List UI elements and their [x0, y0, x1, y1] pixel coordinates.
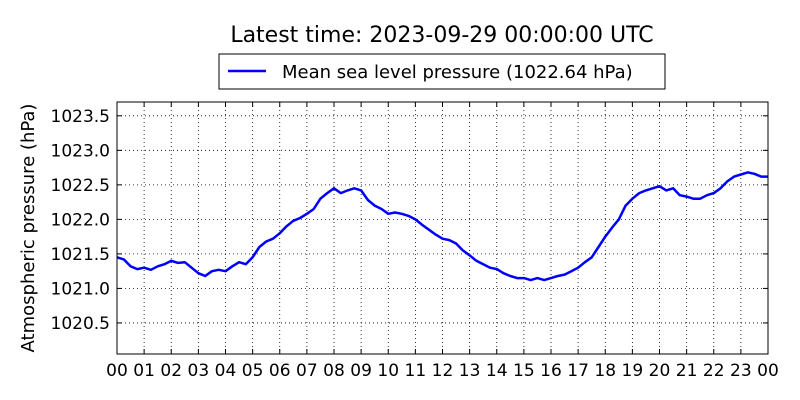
- x-tick-label: 20: [649, 361, 671, 381]
- tick-labels: 00 01 02 03 04 05 06 07 08 09 10 11 12 13 14 15 16 17 18 19…: [51, 107, 779, 381]
- y-tick-label: 1022.0: [51, 210, 110, 230]
- x-tick-label: 15: [513, 361, 535, 381]
- x-tick-label: 00: [757, 361, 779, 381]
- x-tick-label: 05: [242, 361, 264, 381]
- x-tick-label: 23: [730, 361, 752, 381]
- x-tick-label: 00: [106, 361, 128, 381]
- legend: Mean sea level pressure (1022.64 hPa): [218, 53, 666, 90]
- y-tick-label: 1020.5: [51, 314, 110, 334]
- y-tick-label: 1023.5: [51, 107, 110, 127]
- x-tick-label: 21: [676, 361, 698, 381]
- x-tick-label: 22: [703, 361, 725, 381]
- x-tick-label: 17: [567, 361, 589, 381]
- x-tick-label: 07: [296, 361, 318, 381]
- y-tick-label: 1022.5: [51, 176, 110, 196]
- chart-title: Latest time: 2023-09-29 00:00:00 UTC: [230, 23, 653, 48]
- x-tick-label: 11: [405, 361, 427, 381]
- y-tick-label: 1021.0: [51, 279, 110, 299]
- x-tick-label: 13: [459, 361, 481, 381]
- series-line: [116, 171, 768, 282]
- x-tick-label: 16: [540, 361, 562, 381]
- x-tick-label: 14: [486, 361, 508, 381]
- axis-ticks: [116, 102, 769, 354]
- y-tick-label: 1021.5: [51, 245, 110, 265]
- x-tick-label: 02: [160, 361, 182, 381]
- y-tick-label: 1023.0: [51, 141, 110, 161]
- x-tick-label: 04: [215, 361, 237, 381]
- x-tick-label: 12: [432, 361, 454, 381]
- grid-lines: [117, 102, 768, 354]
- x-tick-label: 09: [350, 361, 372, 381]
- legend-label: Mean sea level pressure (1022.64 hPa): [282, 62, 633, 83]
- x-tick-label: 01: [133, 361, 155, 381]
- y-axis-label: Atmospheric pressure (hPa): [18, 104, 39, 353]
- x-tick-label: 03: [188, 361, 210, 381]
- x-tick-label: 10: [377, 361, 399, 381]
- x-tick-label: 08: [323, 361, 345, 381]
- legend-box: [218, 53, 666, 90]
- x-tick-label: 19: [622, 361, 644, 381]
- series-layer: [116, 171, 768, 282]
- x-tick-label: 06: [269, 361, 291, 381]
- x-tick-label: 18: [594, 361, 616, 381]
- plot-frame: [116, 101, 769, 355]
